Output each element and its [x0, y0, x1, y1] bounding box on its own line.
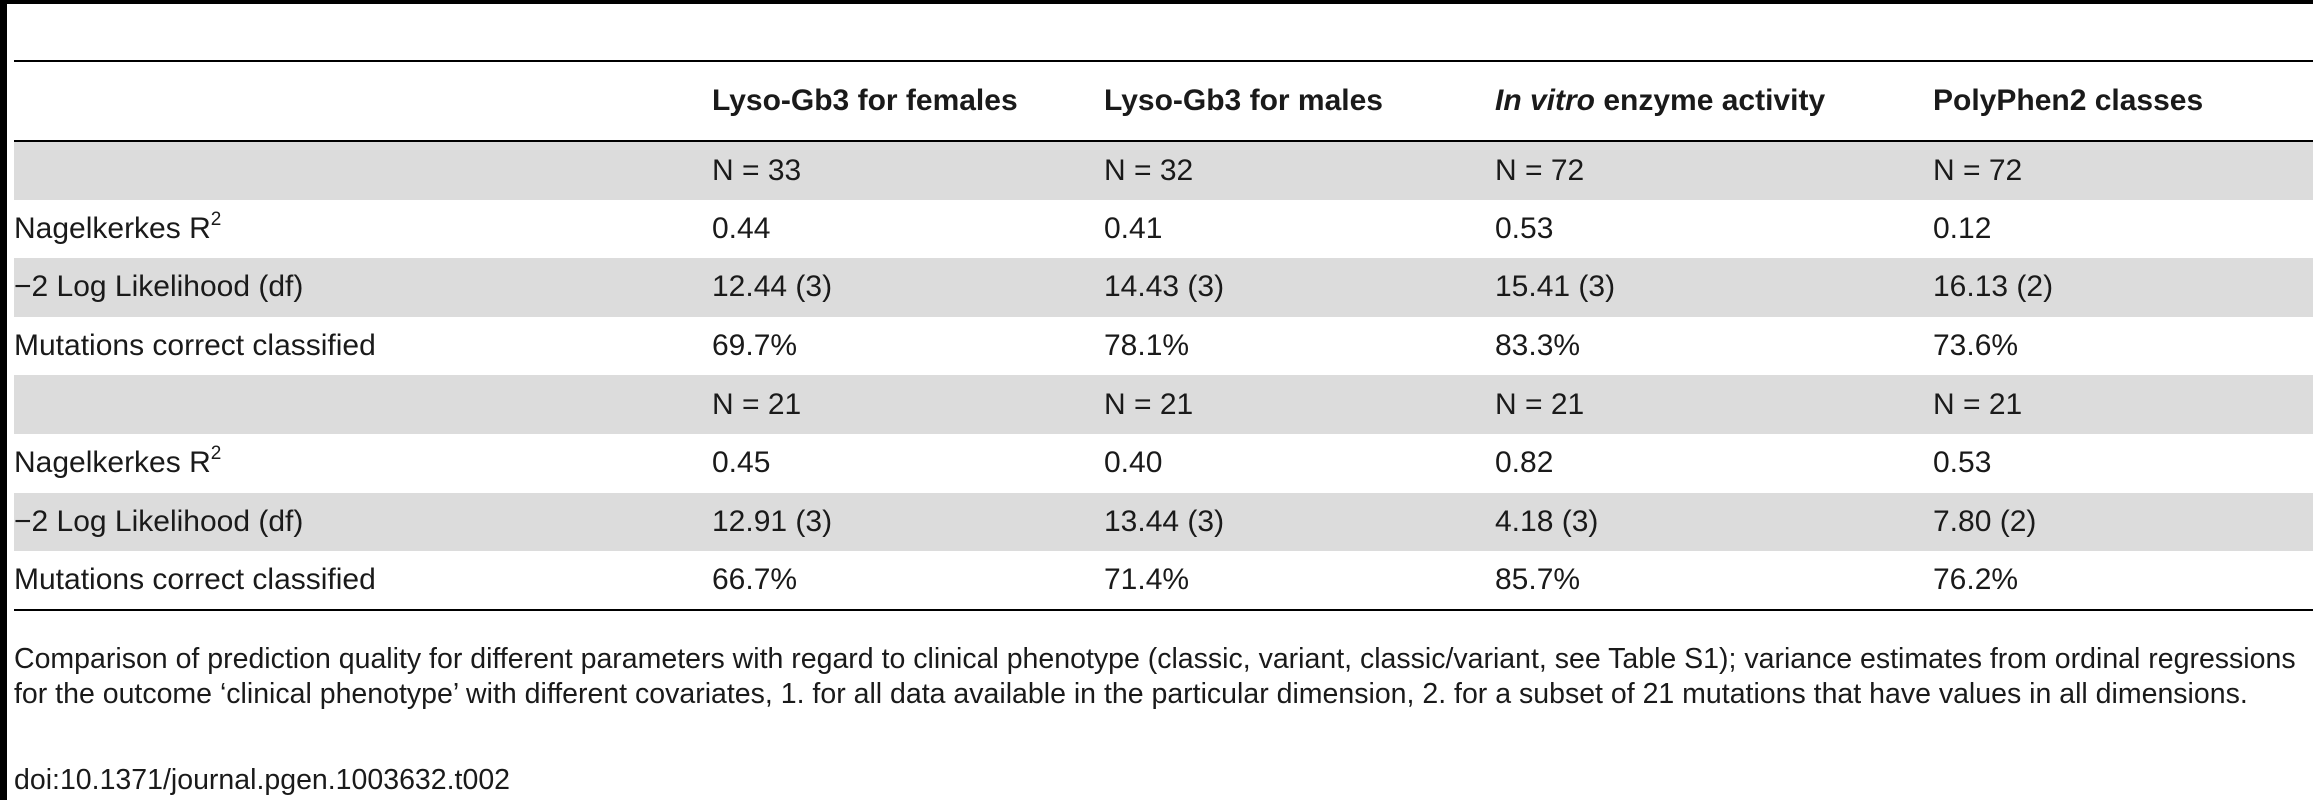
table-cell: 85.7%: [1485, 551, 1923, 611]
table-footnote: Comparison of prediction quality for dif…: [14, 643, 2296, 710]
table-row: N = 21 N = 21 N = 21 N = 21: [14, 375, 2313, 434]
header-polyphen: PolyPhen2 classes: [1923, 60, 2313, 142]
table-cell: 0.44: [712, 211, 771, 245]
table-cell: N = 72: [1485, 141, 1923, 200]
row-label-text: Nagelkerkes R: [14, 211, 211, 245]
table-row: Nagelkerkes R2 0.45 0.40 0.82 0.53: [14, 434, 2313, 493]
row-label: Mutations correct classified: [14, 317, 702, 376]
table-cell: 0.82: [1495, 446, 1554, 480]
table-cell: 0.12: [1933, 211, 1992, 245]
table-row: −2 Log Likelihood (df) 12.44 (3) 14.43 (3)…: [14, 258, 2313, 317]
row-label-superscript: 2: [210, 443, 222, 465]
table-row: Nagelkerkes R2 0.44 0.41 0.53 0.12: [14, 200, 2313, 259]
table-cell: 16.13 (2): [1923, 258, 2313, 317]
table-cell: 4.18 (3): [1485, 492, 1923, 552]
table-cell: 15.41 (3): [1485, 258, 1923, 317]
table-cell: N = 21: [1094, 375, 1485, 434]
table-cell: 73.6%: [1933, 329, 2019, 363]
table-cell: 83.3%: [1495, 329, 1581, 363]
left-border: [0, 0, 7, 800]
row-label-text: Nagelkerkes R: [14, 446, 211, 480]
table-cell: 12.44 (3): [702, 258, 1094, 317]
table-cell: 0.53: [1933, 446, 1992, 480]
table-cell: 69.7%: [712, 329, 798, 363]
table-cell: 0.41: [1104, 211, 1163, 245]
table-cell: 76.2%: [1923, 551, 2313, 611]
row-label: Nagelkerkes R2: [14, 434, 702, 493]
header-enzyme-italic: In vitro: [1495, 84, 1596, 117]
header-enzyme-activity: In vitro enzyme activity: [1485, 60, 1923, 142]
table-cell: 12.91 (3): [702, 492, 1094, 552]
header-lyso-males: Lyso-Gb3 for males: [1094, 60, 1485, 142]
header-enzyme-rest: enzyme activity: [1595, 84, 1826, 117]
table-cell: 13.44 (3): [1094, 492, 1485, 552]
row-label-text: Mutations correct classified: [14, 562, 376, 596]
row-label: [14, 375, 702, 434]
table-row: −2 Log Likelihood (df) 12.91 (3) 13.44 (3)…: [14, 492, 2313, 552]
top-rule: [0, 0, 2313, 4]
table-cell: 0.40: [1104, 446, 1163, 480]
table-cell: 78.1%: [1104, 329, 1190, 363]
header-row: Lyso-Gb3 for females Lyso-Gb3 for males …: [14, 60, 2313, 142]
row-label: −2 Log Likelihood (df): [14, 258, 702, 317]
results-table-container: Lyso-Gb3 for females Lyso-Gb3 for males …: [14, 60, 2313, 611]
table-cell: 0.45: [712, 446, 771, 480]
table-row: Mutations correct classified 69.7% 78.1% 83…: [14, 317, 2313, 376]
row-label-text: −2 Log Likelihood (df): [14, 270, 304, 304]
table-cell: 14.43 (3): [1094, 258, 1485, 317]
table-cell: N = 21: [1485, 375, 1923, 434]
table-cell: N = 21: [702, 375, 1094, 434]
table-cell: 66.7%: [702, 551, 1094, 611]
table-cell: 71.4%: [1094, 551, 1485, 611]
results-table: Lyso-Gb3 for females Lyso-Gb3 for males …: [14, 60, 2313, 611]
table-cell: N = 72: [1923, 141, 2313, 200]
header-cell-empty: [14, 60, 702, 142]
row-label: −2 Log Likelihood (df): [14, 492, 702, 552]
table-cell: N = 32: [1094, 141, 1485, 200]
table-cell: 0.53: [1495, 211, 1554, 245]
row-label: Nagelkerkes R2: [14, 200, 702, 259]
table-row: Mutations correct classified 66.7% 71.4% 85…: [14, 551, 2313, 611]
header-lyso-females: Lyso-Gb3 for females: [702, 60, 1094, 142]
table-cell: N = 21: [1923, 375, 2313, 434]
row-label-superscript: 2: [210, 208, 222, 230]
row-label: Mutations correct classified: [14, 551, 702, 611]
row-label: [14, 141, 702, 200]
doi-text: doi:10.1371/journal.pgen.1003632.t002: [14, 764, 511, 796]
table-row: N = 33 N = 32 N = 72 N = 72: [14, 141, 2313, 200]
row-label-text: −2 Log Likelihood (df): [14, 504, 304, 538]
table-cell: 7.80 (2): [1923, 492, 2313, 552]
row-label-text: Mutations correct classified: [14, 329, 376, 363]
table-cell: N = 33: [702, 141, 1094, 200]
